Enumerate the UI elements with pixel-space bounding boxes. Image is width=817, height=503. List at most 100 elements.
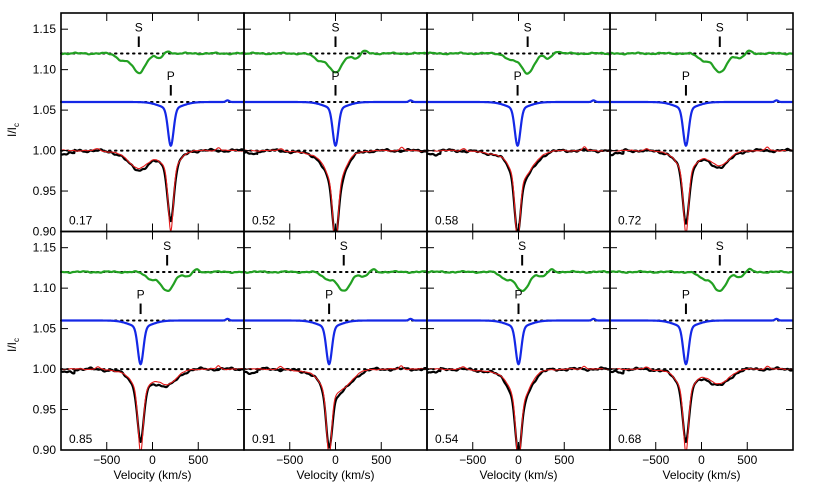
primary-profile-line [610, 317, 793, 366]
svg-text:I/Ic: I/Ic [5, 338, 21, 352]
y-axis-label-sub: c [12, 123, 21, 127]
primary-marker-label: P [137, 288, 145, 302]
model-profile-line [61, 147, 244, 232]
y-axis-label-main: I/I [5, 127, 19, 137]
phase-label: 0.91 [252, 432, 276, 446]
x-axis-label: Velocity (km/s) [662, 468, 740, 482]
primary-marker-label: P [325, 288, 333, 302]
primary-profile-line [427, 317, 610, 366]
y-axis-label-sub: c [12, 338, 21, 342]
primary-marker-label: P [514, 69, 522, 83]
panel: S P 0.58 [426, 12, 611, 233]
panel: S P 0.90 0.95 1.00 1.05 1.10 1.15 −500 0 500Veloci… [33, 230, 245, 482]
secondary-profile-line [427, 50, 610, 75]
panel-frame [609, 12, 794, 233]
x-tick-label: 500 [554, 453, 574, 467]
y-tick-label: 0.95 [33, 403, 57, 417]
secondary-profile-line [61, 50, 244, 75]
x-tick-label: 0 [698, 453, 705, 467]
model-profile-line [244, 365, 427, 450]
x-tick-label: 500 [737, 453, 757, 467]
panel: S P 0.52 [243, 12, 428, 233]
x-tick-label: 0 [149, 453, 156, 467]
y-axis-labels: I/Ic I/Ic [5, 123, 21, 352]
x-tick-label: −500 [93, 453, 120, 467]
secondary-profile-line [244, 49, 427, 74]
y-axis-label-main: I/I [5, 342, 19, 352]
y-tick-label: 1.10 [33, 281, 57, 295]
x-tick-label: −500 [642, 453, 669, 467]
observed-profile-line [610, 147, 793, 225]
x-tick-label: −500 [459, 453, 486, 467]
model-profile-line [427, 146, 610, 232]
primary-profile-line [244, 99, 427, 147]
secondary-marker-label: S [716, 239, 724, 253]
panel: S P 0.90 0.95 1.00 1.05 1.10 1.15 0.17 [33, 12, 245, 239]
model-profile-line [244, 146, 427, 232]
model-profile-line [610, 365, 793, 450]
phase-label: 0.58 [435, 214, 459, 228]
secondary-marker-label: S [340, 239, 348, 253]
y-tick-label: 1.15 [33, 241, 57, 255]
y-tick-label: 1.00 [33, 362, 57, 376]
y-tick-label: 0.95 [33, 184, 57, 198]
y-tick-label: 1.05 [33, 103, 57, 117]
secondary-marker-label: S [524, 21, 532, 35]
secondary-profile-line [61, 268, 244, 292]
x-axis-label: Velocity (km/s) [113, 468, 191, 482]
y-tick-label: 1.05 [33, 322, 57, 336]
panel: S P 0.72 [609, 12, 794, 233]
model-profile-line [427, 365, 610, 450]
phase-label: 0.52 [252, 214, 276, 228]
model-profile-line [61, 365, 244, 450]
x-axis-label: Velocity (km/s) [479, 468, 557, 482]
x-tick-label: 500 [371, 453, 391, 467]
secondary-profile-line [610, 49, 793, 74]
x-tick-label: 500 [188, 453, 208, 467]
panel-frame [426, 12, 611, 233]
observed-profile-line [427, 366, 610, 450]
secondary-marker-label: S [135, 21, 143, 35]
x-tick-label: −500 [276, 453, 303, 467]
phase-label: 0.54 [435, 432, 459, 446]
phase-label: 0.68 [618, 432, 642, 446]
secondary-marker-label: S [163, 239, 171, 253]
phase-label: 0.85 [69, 432, 93, 446]
primary-profile-line [427, 99, 610, 147]
primary-marker-label: P [682, 288, 690, 302]
y-tick-label: 1.15 [33, 22, 57, 36]
secondary-marker-label: S [331, 21, 339, 35]
secondary-profile-line [427, 268, 610, 293]
y-axis-label-top: I/Ic [5, 123, 21, 137]
primary-marker-label: P [514, 288, 522, 302]
y-axis-label-bottom: I/Ic [5, 338, 21, 352]
observed-profile-line [610, 366, 793, 444]
phase-label: 0.17 [69, 214, 93, 228]
primary-marker-label: P [682, 69, 690, 83]
y-tick-label: 1.00 [33, 144, 57, 158]
model-profile-line [610, 146, 793, 232]
primary-profile-line [61, 317, 244, 366]
y-tick-label: 0.90 [33, 225, 57, 239]
panel-frame [426, 230, 611, 451]
x-axis-label: Velocity (km/s) [296, 468, 374, 482]
panel-frame [243, 230, 428, 451]
secondary-marker-label: S [518, 239, 526, 253]
x-tick-label: 0 [515, 453, 522, 467]
primary-marker-label: P [167, 69, 175, 83]
primary-marker-label: P [331, 69, 339, 83]
svg-text:I/Ic: I/Ic [5, 123, 21, 137]
observed-profile-line [61, 366, 244, 443]
primary-profile-line [61, 99, 244, 147]
primary-profile-line [610, 99, 793, 147]
panel-frame [60, 12, 245, 233]
y-tick-label: 0.90 [33, 443, 57, 457]
primary-profile-line [244, 317, 427, 366]
secondary-marker-label: S [716, 21, 724, 35]
phase-label: 0.72 [618, 214, 642, 228]
x-tick-label: 0 [332, 453, 339, 467]
panel-grid: S P 0.90 0.95 1.00 1.05 1.10 1.15 0.17 S P 0.52 S P 0.… [33, 12, 794, 482]
